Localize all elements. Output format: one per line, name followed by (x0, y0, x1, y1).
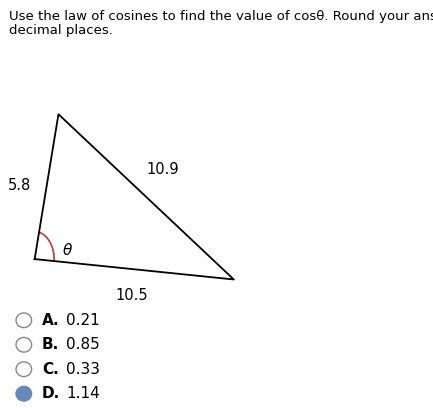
Text: decimal places.: decimal places. (9, 24, 113, 37)
Text: 10.5: 10.5 (116, 288, 149, 303)
Text: 5.8: 5.8 (8, 178, 31, 193)
Circle shape (16, 362, 32, 377)
Text: A.: A. (42, 313, 60, 328)
Circle shape (16, 337, 32, 352)
Text: 10.9: 10.9 (146, 162, 179, 177)
Circle shape (16, 386, 32, 401)
Text: C.: C. (42, 362, 59, 377)
Text: 0.33: 0.33 (66, 362, 100, 377)
Text: 1.14: 1.14 (66, 386, 100, 401)
Text: θ: θ (62, 244, 72, 258)
Text: Use the law of cosines to find the value of cosθ. Round your answer to two: Use the law of cosines to find the value… (9, 10, 433, 23)
Text: 0.85: 0.85 (66, 337, 100, 352)
Text: 0.21: 0.21 (66, 313, 100, 328)
Circle shape (16, 313, 32, 328)
Text: B.: B. (42, 337, 59, 352)
Text: D.: D. (42, 386, 60, 401)
